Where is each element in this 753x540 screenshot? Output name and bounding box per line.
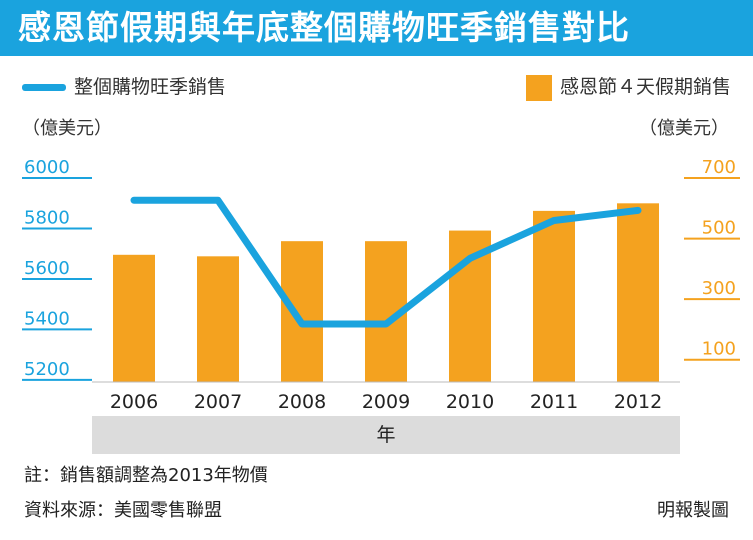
left-tick-label-6000: 6000 bbox=[24, 157, 70, 178]
x-tick-label-2007: 2007 bbox=[194, 391, 242, 413]
x-tick-label-2009: 2009 bbox=[362, 391, 410, 413]
right-tick-label-100: 100 bbox=[702, 339, 736, 360]
right-tick-label-700: 700 bbox=[702, 157, 736, 178]
left-tick-label-5400: 5400 bbox=[24, 308, 70, 329]
line-point-2007 bbox=[217, 199, 219, 201]
x-tick-label-2006: 2006 bbox=[110, 391, 158, 413]
right-tick-label-500: 500 bbox=[702, 218, 736, 239]
line-point-2009 bbox=[385, 323, 387, 325]
bar-2007 bbox=[197, 256, 239, 382]
left-axis-unit: （億美元） bbox=[22, 118, 112, 139]
legend-line-label: 整個購物旺季銷售 bbox=[74, 76, 227, 98]
chart-title: 感恩節假期與年底整個購物旺季銷售對比 bbox=[0, 0, 753, 56]
line-point-2012 bbox=[637, 209, 639, 211]
bar-2006 bbox=[113, 254, 155, 382]
x-axis-label-band: 年 bbox=[92, 416, 680, 454]
x-tick-label-2012: 2012 bbox=[614, 391, 662, 413]
bar-2011 bbox=[533, 210, 575, 382]
bar-2008 bbox=[281, 241, 323, 382]
x-axis-label: 年 bbox=[376, 424, 396, 446]
line-point-2010 bbox=[469, 257, 471, 259]
x-tick-label-2010: 2010 bbox=[446, 391, 494, 413]
line-point-2006 bbox=[133, 199, 135, 201]
footnote: 註：銷售額調整為2013年物價 bbox=[24, 465, 268, 486]
right-tick-label-300: 300 bbox=[702, 278, 736, 299]
legend-bar-label: 感恩節４天假期銷售 bbox=[559, 76, 731, 98]
data-source: 資料來源：美國零售聯盟 bbox=[24, 500, 222, 521]
legend-bar-swatch bbox=[525, 74, 552, 101]
line-point-2008 bbox=[301, 323, 303, 325]
left-tick-label-5800: 5800 bbox=[24, 207, 70, 228]
left-tick-label-5600: 5600 bbox=[24, 258, 70, 279]
legend-line-swatch bbox=[22, 84, 66, 91]
legend-line: 整個購物旺季銷售 bbox=[22, 72, 226, 99]
bar-2012 bbox=[617, 203, 659, 382]
x-tick-label-2011: 2011 bbox=[530, 391, 578, 413]
graphic-credit: 明報製圖 bbox=[657, 500, 729, 521]
left-tick-label-5200: 5200 bbox=[24, 359, 70, 380]
x-tick-label-2008: 2008 bbox=[278, 391, 326, 413]
legend-bar: 感恩節４天假期銷售 bbox=[525, 72, 731, 101]
right-axis-unit: （億美元） bbox=[639, 118, 729, 139]
line-point-2011 bbox=[553, 219, 555, 221]
